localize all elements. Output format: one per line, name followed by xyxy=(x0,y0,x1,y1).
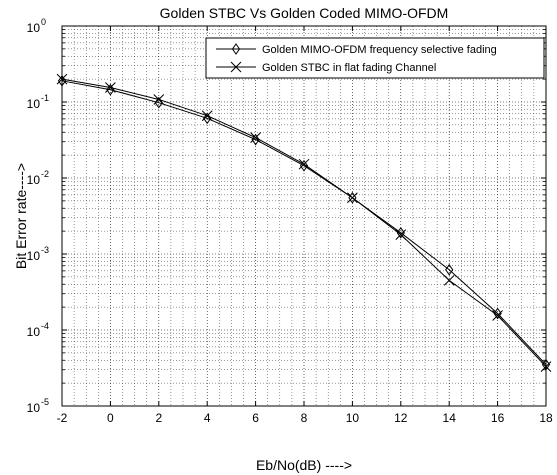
y-axis-label: Bit Error rate----> xyxy=(13,163,29,269)
x-tick-label: 10 xyxy=(346,411,360,425)
x-marker xyxy=(443,275,455,286)
x-tick-label: 6 xyxy=(252,411,259,425)
x-marker xyxy=(230,61,242,73)
x-tick-label: 4 xyxy=(204,411,211,425)
y-tick-label-exponent: -3 xyxy=(41,245,49,255)
y-tick-label-base: 10 xyxy=(27,173,41,187)
grid-lines xyxy=(62,26,546,406)
x-tick-label: 8 xyxy=(301,411,308,425)
x-marker xyxy=(201,110,213,122)
diamond-marker xyxy=(299,159,309,172)
x-marker xyxy=(347,192,358,204)
x-marker xyxy=(250,132,261,143)
series-layer xyxy=(56,73,552,372)
x-tick-label: 12 xyxy=(394,411,408,425)
x-tick-label: -2 xyxy=(57,411,68,425)
y-tick-label-base: 10 xyxy=(27,325,41,339)
x-marker xyxy=(298,158,310,170)
y-tick-label-exponent: -5 xyxy=(41,397,49,407)
series-2 xyxy=(56,73,552,372)
legend-label: Golden STBC in flat fading Channel xyxy=(262,62,436,74)
y-tick-label-base: 10 xyxy=(27,21,41,35)
x-tick-label: 16 xyxy=(491,411,505,425)
y-tick-label-exponent: -4 xyxy=(41,321,49,331)
legend-label: Golden MIMO-OFDM frequency selective fad… xyxy=(262,44,497,56)
x-marker xyxy=(153,94,165,105)
x-axis-label: Eb/No(dB) ----> xyxy=(256,457,352,473)
y-tick-label-base: 10 xyxy=(27,97,41,111)
x-marker xyxy=(492,310,503,321)
y-tick-label-exponent: -1 xyxy=(41,93,49,103)
y-tick-label-exponent: -2 xyxy=(41,169,49,179)
x-marker xyxy=(105,82,116,93)
x-tick-label: 14 xyxy=(443,411,457,425)
y-tick-label-exponent: 0 xyxy=(41,17,46,27)
diamond-marker xyxy=(493,307,502,320)
x-tick-label: 2 xyxy=(155,411,162,425)
x-tick-label: 0 xyxy=(107,411,114,425)
diamond-marker xyxy=(251,133,260,146)
y-tick-label-base: 10 xyxy=(27,401,41,415)
x-tick-label: 18 xyxy=(539,411,553,425)
diamond-marker xyxy=(396,226,405,239)
chart-title: Golden STBC Vs Golden Coded MIMO-OFDM xyxy=(160,5,449,21)
diamond-marker xyxy=(445,263,454,276)
x-marker xyxy=(395,229,407,240)
diamond-marker xyxy=(154,96,163,109)
series-line xyxy=(61,80,547,365)
y-tick-label-base: 10 xyxy=(27,249,41,263)
legend: Golden MIMO-OFDM frequency selective fad… xyxy=(205,37,545,79)
legend-box xyxy=(205,37,545,79)
diamond-marker xyxy=(231,43,241,55)
